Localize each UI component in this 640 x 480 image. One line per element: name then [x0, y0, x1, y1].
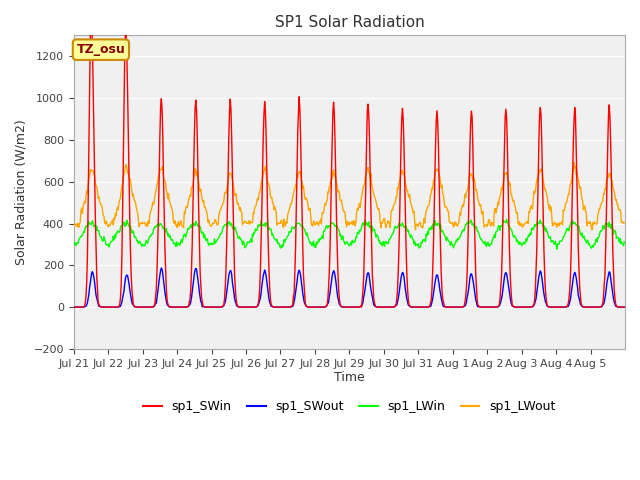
Text: TZ_osu: TZ_osu — [77, 43, 125, 56]
Title: SP1 Solar Radiation: SP1 Solar Radiation — [275, 15, 424, 30]
Y-axis label: Solar Radiation (W/m2): Solar Radiation (W/m2) — [15, 119, 28, 265]
X-axis label: Time: Time — [334, 372, 365, 384]
Legend: sp1_SWin, sp1_SWout, sp1_LWin, sp1_LWout: sp1_SWin, sp1_SWout, sp1_LWin, sp1_LWout — [138, 395, 561, 418]
